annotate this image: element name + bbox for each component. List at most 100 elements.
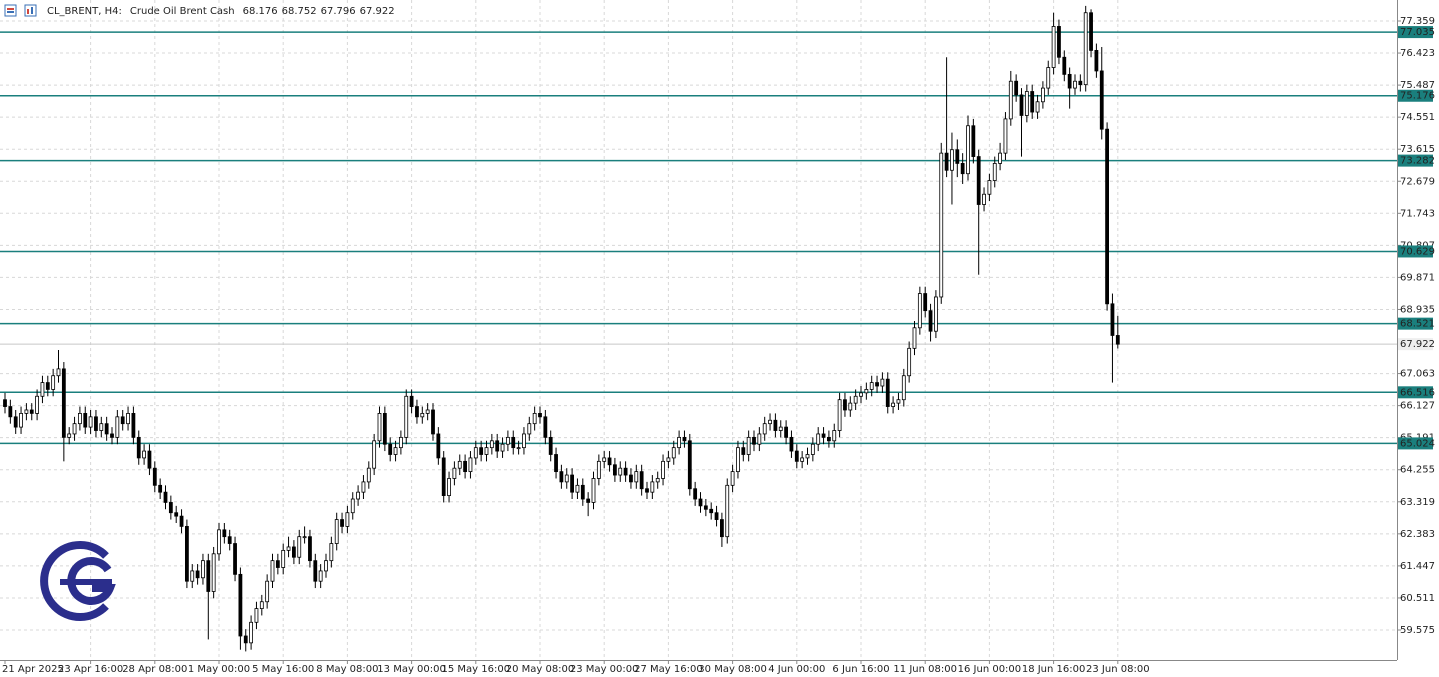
y-tick-label: 62.383 bbox=[1400, 529, 1435, 540]
candle-body bbox=[104, 423, 109, 435]
candle-body bbox=[607, 457, 612, 466]
candle-body bbox=[377, 413, 382, 442]
candle-body bbox=[425, 409, 430, 414]
candle-body bbox=[505, 436, 510, 445]
candle-body bbox=[575, 484, 580, 493]
y-tick-label: 74.551 bbox=[1400, 112, 1435, 123]
candle-body bbox=[350, 498, 355, 514]
candle-body bbox=[1115, 335, 1120, 345]
candle-body bbox=[677, 436, 681, 449]
candle-body bbox=[559, 471, 564, 483]
candle-body bbox=[864, 389, 869, 394]
x-tick-label: 23 Apr 16:00 bbox=[58, 664, 123, 675]
candle-body bbox=[596, 460, 601, 479]
candle-body bbox=[832, 430, 837, 442]
candle-body bbox=[409, 395, 414, 407]
candle-body bbox=[147, 450, 152, 469]
candle-body bbox=[489, 440, 494, 449]
candle-body bbox=[869, 382, 874, 390]
candle-body bbox=[666, 457, 671, 462]
candle-body bbox=[543, 416, 548, 438]
candle-body bbox=[1041, 87, 1045, 103]
candle-body bbox=[682, 436, 687, 442]
y-tick-label: 68.935 bbox=[1400, 304, 1435, 315]
candle-body bbox=[1073, 80, 1077, 89]
candle-body bbox=[1030, 91, 1035, 113]
y-tick-label: 60.511 bbox=[1400, 593, 1435, 604]
candle-body bbox=[966, 125, 970, 175]
levels bbox=[0, 31, 1397, 445]
candle-body bbox=[645, 488, 649, 493]
candle-body bbox=[634, 471, 639, 483]
level-label-bg bbox=[1398, 386, 1433, 399]
candle-body bbox=[163, 491, 168, 503]
candle-body bbox=[516, 447, 521, 450]
candle-body bbox=[939, 152, 944, 298]
x-tick-label: 15 May 16:00 bbox=[442, 664, 511, 675]
candle-body bbox=[746, 436, 751, 455]
candle-body bbox=[923, 293, 928, 312]
logo bbox=[40, 541, 116, 621]
logo-c bbox=[40, 541, 109, 621]
y-tick-label: 66.127 bbox=[1400, 401, 1435, 412]
y-tick-label: 59.575 bbox=[1400, 625, 1435, 636]
candle-body bbox=[136, 436, 141, 459]
candle-body bbox=[8, 406, 13, 418]
candle-body bbox=[1110, 303, 1115, 336]
level-label-bg bbox=[1398, 317, 1433, 330]
level-label: 65.024 bbox=[1400, 438, 1435, 449]
candle-body bbox=[1046, 67, 1051, 89]
candle-body bbox=[522, 433, 526, 449]
candle-body bbox=[281, 549, 286, 568]
candle-body bbox=[564, 474, 569, 483]
grid bbox=[0, 0, 1397, 660]
candle-body bbox=[270, 560, 275, 582]
candle-body bbox=[415, 406, 419, 418]
candle-body bbox=[554, 454, 558, 473]
candle-body bbox=[313, 560, 318, 582]
candle-body bbox=[693, 488, 698, 500]
candle-body bbox=[928, 310, 933, 332]
x-tick-label: 21 Apr 2025 bbox=[2, 664, 64, 675]
candle-body bbox=[275, 560, 280, 568]
candle-body bbox=[131, 413, 136, 438]
candle-body bbox=[29, 409, 34, 414]
candle-body bbox=[837, 399, 842, 431]
candle-body bbox=[1003, 118, 1008, 154]
level-label: 75.176 bbox=[1400, 91, 1435, 102]
x-tick-label: 4 Jun 00:00 bbox=[768, 664, 825, 675]
candle-body bbox=[613, 464, 617, 476]
candle-body bbox=[992, 163, 997, 181]
candle-body bbox=[901, 375, 906, 401]
description: Crude Oil Brent Cash bbox=[130, 6, 235, 17]
candle-body bbox=[827, 436, 831, 442]
candle-body bbox=[960, 163, 965, 175]
candle-body bbox=[885, 378, 890, 407]
candle-body bbox=[420, 413, 425, 418]
candle-body bbox=[896, 399, 901, 404]
candle-body bbox=[1051, 26, 1056, 68]
candle-body bbox=[778, 426, 783, 431]
candle-body bbox=[736, 447, 740, 473]
candle-body bbox=[56, 368, 61, 377]
candle-body bbox=[473, 447, 478, 459]
candle-body bbox=[741, 447, 746, 455]
candle-body bbox=[1062, 56, 1067, 75]
candle-body bbox=[222, 529, 227, 538]
candle-body bbox=[361, 481, 366, 493]
candle-body bbox=[1019, 94, 1024, 116]
candle-body bbox=[805, 454, 810, 459]
candle-body bbox=[206, 560, 211, 592]
candle-body bbox=[950, 149, 954, 171]
icon bbox=[24, 4, 37, 17]
icon bbox=[7, 11, 14, 13]
candle-body bbox=[61, 368, 66, 438]
candle-body bbox=[891, 402, 895, 407]
x-tick-label: 16 Jun 00:00 bbox=[958, 664, 1022, 675]
candle-body bbox=[463, 460, 468, 473]
candle-body bbox=[179, 515, 184, 527]
candle-body bbox=[998, 152, 1002, 164]
candle-body bbox=[698, 498, 703, 507]
candle-body bbox=[297, 536, 302, 558]
